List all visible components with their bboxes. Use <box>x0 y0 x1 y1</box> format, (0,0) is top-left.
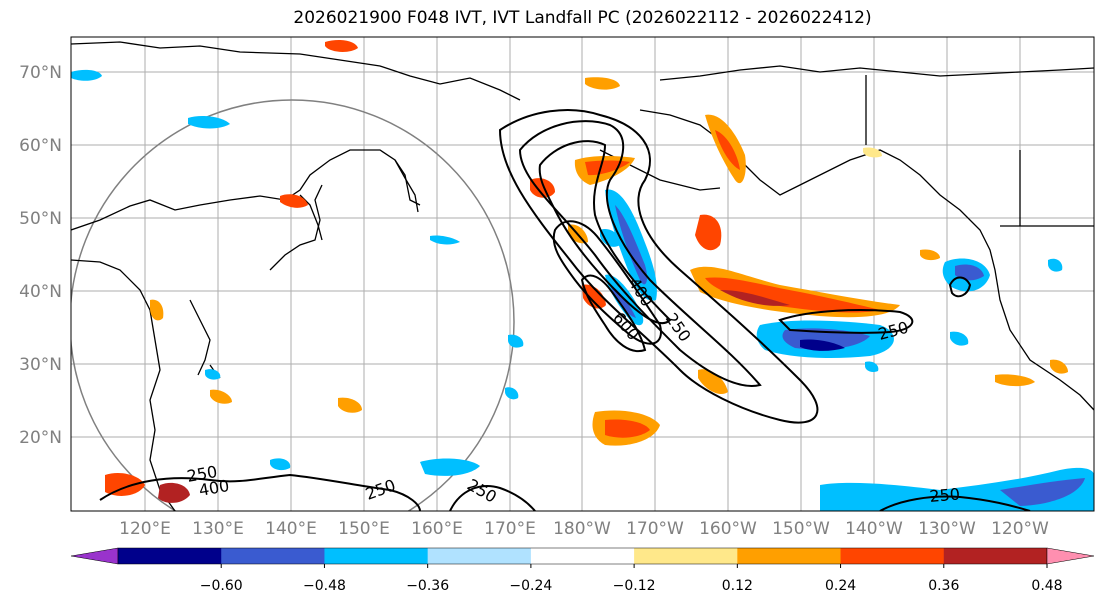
ivt-negative-shading <box>71 69 1094 511</box>
lon-label: 130°E <box>192 519 244 539</box>
colorbar-cell <box>943 548 1048 564</box>
colorbar-tick-label: −0.36 <box>406 578 449 594</box>
lon-label: 150°E <box>338 519 390 539</box>
map-frame <box>70 36 1095 512</box>
latitude-labels: 70°N 60°N 50°N 40°N 30°N 20°N <box>19 63 62 448</box>
region-circle <box>71 99 515 511</box>
colorbar-cell <box>427 548 532 564</box>
colorbar-cell <box>840 548 945 564</box>
lat-label-50n: 50°N <box>19 209 62 229</box>
colorbar-cell <box>737 548 842 564</box>
colorbar: −0.60 −0.48 −0.36 −0.24 −0.12 0.12 0.24 0.36 0.4… <box>70 547 1095 594</box>
colorbar-cell <box>634 548 738 564</box>
lon-label: 150°W <box>772 519 830 539</box>
colorbar-cell <box>530 548 635 564</box>
colorbar-tick-label: 0.48 <box>1031 578 1062 594</box>
colorbar-tick-label: 0.24 <box>825 578 856 594</box>
ivt-contours <box>99 109 1031 511</box>
lat-label-30n: 30°N <box>19 355 62 375</box>
lat-label-70n: 70°N <box>19 63 62 83</box>
colorbar-tick-label: −0.60 <box>200 578 243 594</box>
map-title: 2026021900 F048 IVT, IVT Landfall PC (20… <box>293 8 872 28</box>
contour-label: 250 <box>929 484 961 506</box>
colorbar-cell <box>324 548 429 564</box>
lon-label: 130°W <box>918 519 976 539</box>
lon-label: 140°W <box>845 519 903 539</box>
lat-label-40n: 40°N <box>19 282 62 302</box>
lat-label-60n: 60°N <box>19 136 62 156</box>
colorbar-tick-label: 0.12 <box>722 578 753 594</box>
ivt-positive-shading <box>105 40 1068 503</box>
lon-label: 120°E <box>119 519 171 539</box>
colorbar-cell <box>118 548 222 564</box>
colorbar-tick-label: −0.12 <box>613 578 656 594</box>
longitude-labels: 120°E 130°E 140°E 150°E 160°E 170°E 180°… <box>119 519 1049 539</box>
colorbar-extend-high <box>1046 547 1095 565</box>
lon-label: 140°E <box>265 519 317 539</box>
colorbar-extend-low <box>70 547 119 565</box>
lon-label: 170°E <box>484 519 536 539</box>
lon-label: 160°W <box>699 519 757 539</box>
lon-label: 180°W <box>553 519 611 539</box>
colorbar-tick-label: −0.24 <box>509 578 552 594</box>
lon-label: 170°W <box>626 519 684 539</box>
colorbar-cell <box>221 548 325 564</box>
lon-label: 160°E <box>411 519 463 539</box>
colorbar-tick-label: 0.36 <box>928 578 959 594</box>
lat-label-20n: 20°N <box>19 428 62 448</box>
lon-label: 120°W <box>991 519 1049 539</box>
colorbar-tick-label: −0.48 <box>303 578 346 594</box>
gridlines <box>71 37 1094 511</box>
